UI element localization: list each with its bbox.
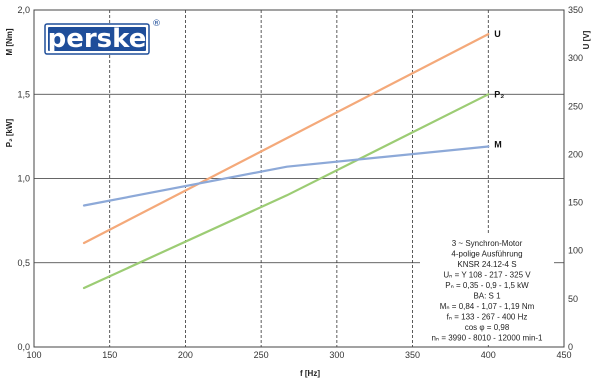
y-left-tick-label: 0,5	[17, 258, 30, 268]
x-tick-label: 150	[102, 350, 117, 360]
y-right-tick-label: 200	[568, 149, 583, 159]
series-label-torque: M	[494, 139, 502, 149]
y-left-tick-label: 1,5	[17, 89, 30, 99]
y-axis-label-voltage: U [V]	[582, 30, 591, 49]
perske-logo: perske ®	[44, 19, 161, 55]
y-left-tick-label: 0,0	[17, 342, 30, 352]
info-line: KNSR 24.12-4 S	[457, 260, 516, 269]
series-layer: U P₂ M	[82, 29, 504, 290]
y-right-tick-labels: 0 50 100 150 200 250 300 350	[568, 5, 583, 352]
x-tick-label: 100	[26, 350, 41, 360]
y-axis-label-power: P₂ [kW]	[5, 118, 14, 147]
series-label-voltage: U	[494, 29, 501, 39]
y-right-tick-label: 250	[568, 101, 583, 111]
info-line: Pₙ = 0,35 - 0,9 - 1,5 kW	[445, 281, 529, 290]
info-line: 4-polige Ausführung	[451, 250, 522, 259]
x-axis-label: f [Hz]	[300, 369, 320, 378]
x-tick-label: 250	[254, 350, 269, 360]
grid-lines	[34, 10, 564, 347]
info-line: nₙ = 3990 - 8010 - 12000 min-1	[431, 334, 543, 343]
series-label-power: P₂	[494, 89, 504, 99]
info-line: 3 ~ Synchron-Motor	[452, 239, 523, 248]
info-line: cos φ = 0,98	[465, 323, 510, 332]
x-tick-label: 200	[178, 350, 193, 360]
series-line-power	[82, 93, 490, 290]
logo-registered-mark: ®	[152, 19, 161, 29]
info-line: fₙ = 133 - 267 - 400 Hz	[447, 313, 528, 322]
x-tick-label: 400	[481, 350, 496, 360]
y-right-tick-label: 300	[568, 53, 583, 63]
series-line-torque	[82, 145, 490, 207]
x-tick-label: 350	[405, 350, 420, 360]
y-right-tick-label: 350	[568, 5, 583, 15]
info-line: BA: S 1	[473, 292, 501, 301]
y-right-tick-label: 50	[568, 294, 578, 304]
logo-background	[48, 27, 146, 51]
logo-text: perske	[48, 24, 147, 54]
y-right-tick-label: 100	[568, 246, 583, 256]
y-right-tick-label: 150	[568, 198, 583, 208]
plot-frame	[33, 9, 565, 348]
y-left-tick-label: 2,0	[17, 5, 30, 15]
y-right-tick-label: 0	[568, 342, 573, 352]
x-tick-label: 300	[329, 350, 344, 360]
series-line-voltage	[82, 32, 490, 245]
x-tick-label: 450	[556, 350, 571, 360]
y-left-tick-labels: 0,0 0,5 1,0 1,5 2,0	[17, 5, 30, 352]
y-left-tick-label: 1,0	[17, 174, 30, 184]
info-line: Uₙ = Y 108 - 217 - 325 V	[443, 271, 531, 280]
info-box-background	[420, 234, 554, 345]
y-axis-label-torque: M [Nm]	[5, 28, 14, 55]
info-line: Mₙ = 0,84 - 1,07 - 1,19 Nm	[440, 302, 535, 311]
x-tick-labels: 100 150 200 250 300 350 400 450	[26, 350, 571, 360]
motor-info-box: 3 ~ Synchron-Motor 4-polige AusführungKNS…	[420, 234, 554, 345]
